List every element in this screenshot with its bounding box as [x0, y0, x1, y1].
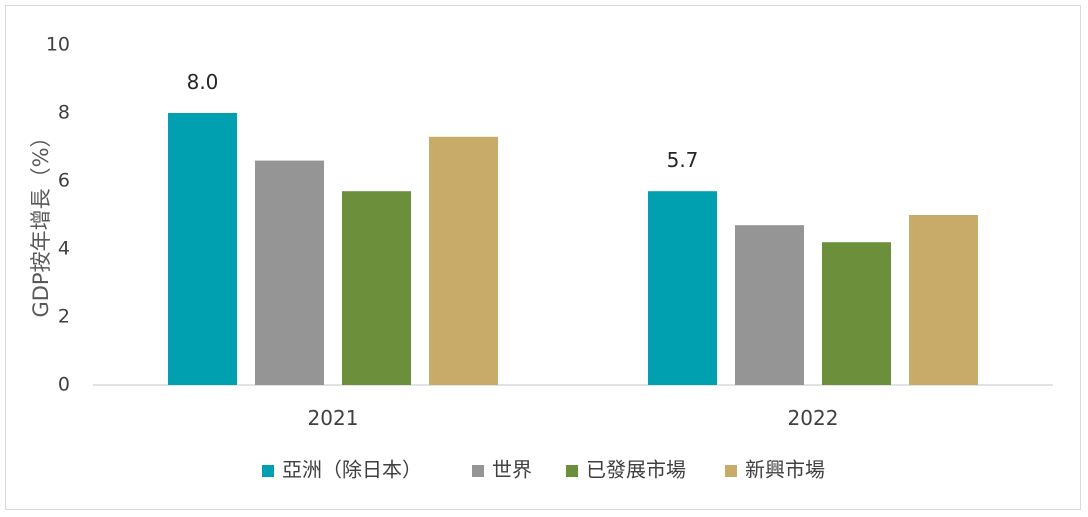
bar-2022-series-3	[909, 215, 978, 385]
y-tick-label: 0	[58, 374, 70, 396]
bar-2021-series-3	[429, 136, 498, 385]
data-label: 8.0	[187, 70, 219, 94]
x-category-label: 2021	[308, 406, 359, 430]
legend-label: 世界	[492, 458, 532, 482]
legend-swatch	[472, 465, 484, 477]
legend-swatch	[566, 465, 578, 477]
y-tick-label: 6	[58, 170, 70, 192]
legend-swatch	[262, 465, 274, 477]
y-tick-label: 8	[58, 102, 70, 124]
legend-label: 已發展市場	[586, 458, 686, 482]
bar-2021-series-0	[168, 113, 237, 385]
bar-2021-series-1	[255, 160, 324, 385]
bar-2021-series-2	[342, 191, 411, 385]
bar-2022-series-2	[822, 242, 891, 385]
legend-swatch	[725, 465, 737, 477]
y-tick-label: 4	[58, 238, 70, 260]
data-label: 5.7	[667, 148, 699, 172]
y-tick-label: 2	[58, 306, 70, 328]
legend-label: 新興市場	[745, 458, 825, 482]
bar-2022-series-1	[735, 225, 804, 385]
y-axis-label: GDP按年增長（%）	[29, 126, 53, 317]
bar-2022-series-0	[648, 191, 717, 385]
x-category-label: 2022	[788, 406, 839, 430]
y-tick-label: 10	[46, 34, 70, 56]
legend-label: 亞洲（除日本）	[282, 458, 422, 482]
